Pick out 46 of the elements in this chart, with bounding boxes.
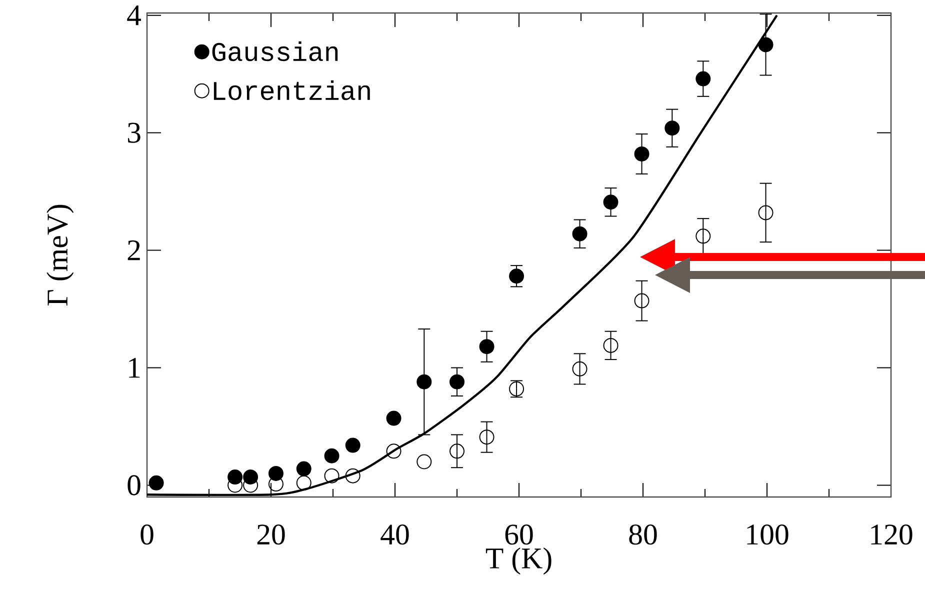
point: [324, 468, 340, 484]
x-tick-label: 100: [747, 524, 788, 545]
x-tick-label: 80: [629, 524, 657, 545]
point: [450, 374, 465, 390]
point: [634, 293, 650, 308]
legend-label: Lorentzian: [214, 80, 370, 100]
point: [386, 444, 402, 459]
point: [296, 475, 312, 490]
point: [572, 361, 588, 376]
x-tick-label: 40: [380, 524, 409, 545]
point: [345, 438, 360, 453]
point: [243, 470, 258, 485]
point: [296, 461, 312, 476]
point: [268, 476, 284, 492]
point: [758, 205, 774, 220]
point: [479, 430, 494, 445]
x-tick-label: 120: [871, 524, 912, 545]
point: [416, 374, 432, 390]
y-axis-title: Γ (meV): [46, 204, 74, 306]
point: [324, 448, 340, 464]
point: [509, 268, 524, 284]
point: [696, 228, 711, 244]
y-tick-label: 0: [128, 475, 140, 496]
point: [450, 444, 465, 459]
point: [634, 146, 650, 162]
point: [268, 466, 284, 481]
x-tick-label: 60: [505, 524, 533, 545]
y-tick-label: 1: [129, 358, 140, 378]
x-tick-label: 20: [257, 524, 285, 545]
point: [572, 226, 588, 242]
legend-label: Gaussian: [212, 41, 338, 62]
point: [603, 194, 618, 210]
point: [386, 410, 402, 426]
point: [603, 338, 618, 353]
point: [479, 339, 494, 354]
point: [416, 454, 432, 470]
point: [758, 37, 774, 52]
y-tick-label: 4: [127, 5, 142, 26]
y-tick-label: 2: [128, 240, 140, 260]
x-axis-title: T (K): [486, 548, 552, 575]
point: [148, 475, 164, 490]
point: [228, 470, 243, 485]
point: [696, 71, 711, 86]
point: [664, 120, 680, 136]
point: [345, 468, 360, 484]
y-tick-label: 3: [128, 122, 140, 143]
